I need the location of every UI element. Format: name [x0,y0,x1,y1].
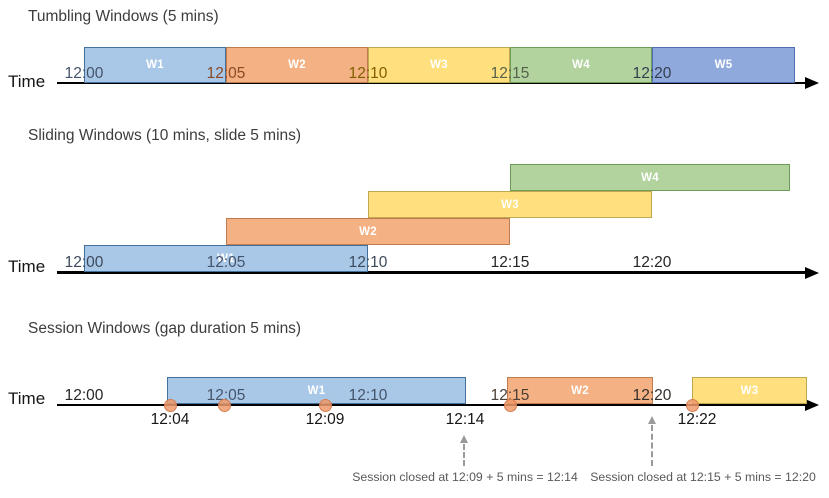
callout-arrow-head-icon [460,435,468,443]
event-time-label: 12:04 [150,411,190,428]
tick-label: 12:00 [64,65,104,82]
event-time-label: 12:22 [677,411,717,428]
window-label: W1 [146,59,164,71]
section-title: Tumbling Windows (5 mins) [28,8,219,25]
tick-label: 12:00 [64,254,104,271]
window-bar-w4: W4 [510,47,652,83]
window-bar-w3: W3 [368,191,652,218]
window-bar-w2: W2 [226,218,510,245]
tick-label: 12:05 [206,387,246,404]
window-label: W4 [572,59,590,71]
tick-label: 12:20 [632,387,672,404]
window-bar-w3: W3 [692,377,807,404]
window-label: W3 [430,59,448,71]
tick-label: 12:05 [206,65,246,82]
window-label: W1 [307,384,326,397]
event-dot [217,398,231,412]
callout-text: Session closed at 12:09 + 5 mins = 12:14 [352,470,578,484]
window-label: W2 [288,59,306,71]
event-dot [503,398,517,412]
timeline [57,404,806,406]
section-title: Sliding Windows (10 mins, slide 5 mins) [28,127,302,144]
tick-label: 12:05 [206,254,246,271]
tick-label: 12:10 [348,65,388,82]
callout-arrow [651,425,653,466]
event-dot [318,398,332,412]
callout-arrow [463,444,465,466]
time-axis-label: Time [8,257,46,276]
time-axis-label: Time [8,72,46,91]
tick-label: 12:20 [632,254,672,271]
window-label: W1 [217,252,235,265]
window-bar-w4: W4 [510,164,790,191]
tick-label: 12:15 [490,387,530,404]
event-dot [685,398,699,412]
window-bar-w1: W1 [84,47,226,83]
section-title: Session Windows (gap duration 5 mins) [28,320,302,337]
window-bar-w3: W3 [368,47,510,83]
time-axis-label: Time [8,389,46,408]
timeline-arrowhead [805,266,819,279]
timeline [57,82,806,84]
window-label: W5 [714,59,733,71]
window-bar-w2: W2 [507,377,653,404]
window-label: W2 [359,225,377,238]
window-label: W4 [641,171,659,184]
event-time-label: 12:14 [445,411,485,428]
tick-label: 12:20 [632,65,672,82]
timeline [57,271,806,274]
tick-label: 12:00 [64,387,104,404]
tick-label: 12:10 [348,387,388,404]
window-bar-w2: W2 [226,47,368,83]
timeline-arrowhead [805,77,819,89]
callout-arrow-head-icon [648,416,656,424]
event-time-label: 12:09 [305,411,345,428]
tick-label: 12:15 [490,254,530,271]
window-label: W2 [571,384,589,397]
window-bar-w5: W5 [652,47,795,83]
window-bar-w1: W1 [167,377,466,404]
window-label: W3 [501,198,519,211]
window-bar-w1: W1 [84,245,368,272]
event-dot [163,398,177,412]
timeline-arrowhead [805,399,819,411]
callout-text: Session closed at 12:15 + 5 mins = 12:20 [590,470,816,484]
window-label: W3 [740,384,759,397]
tick-label: 12:15 [490,65,530,82]
tick-label: 12:10 [348,254,388,271]
